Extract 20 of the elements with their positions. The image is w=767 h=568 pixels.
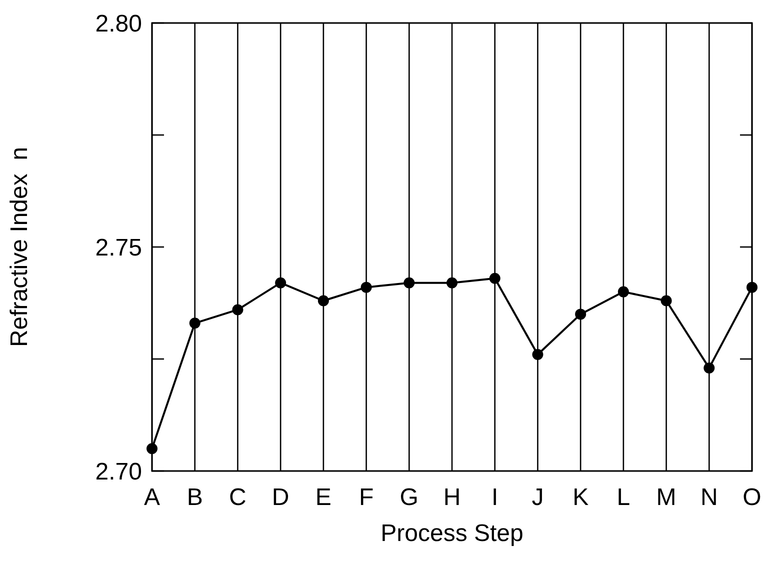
- x-tick-label: J: [532, 484, 544, 511]
- x-tick-label: C: [229, 484, 246, 511]
- y-tick-label: 2.80: [95, 10, 142, 38]
- x-tick-label: D: [272, 484, 290, 511]
- x-tick-label: E: [315, 484, 332, 511]
- x-tick-label: K: [572, 484, 589, 511]
- x-tick-label: F: [358, 484, 374, 511]
- x-tick-label: I: [492, 484, 498, 511]
- x-tick-label: N: [700, 484, 718, 511]
- y-tick-label: 2.75: [95, 234, 142, 262]
- x-tick-label: A: [144, 484, 160, 511]
- x-tick-label: B: [186, 484, 203, 511]
- x-tick-label: M: [656, 484, 676, 511]
- y-axis-title: Refractive Index n: [6, 146, 33, 348]
- x-tick-label: O: [742, 484, 762, 511]
- x-axis-title: Process Step: [380, 520, 524, 547]
- x-tick-label: L: [616, 484, 630, 511]
- x-tick-label: H: [443, 484, 461, 511]
- x-tick-label: G: [400, 484, 418, 511]
- y-tick-label: 2.70: [95, 458, 142, 486]
